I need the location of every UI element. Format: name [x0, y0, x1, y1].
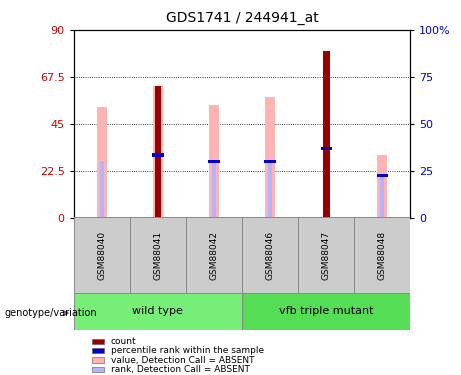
Bar — [74, 292, 242, 330]
Bar — [92, 367, 104, 372]
Bar — [242, 217, 298, 292]
Text: GSM88047: GSM88047 — [322, 230, 331, 280]
Bar — [268, 161, 272, 218]
Bar — [74, 217, 130, 292]
Bar — [154, 86, 161, 218]
Bar — [242, 292, 410, 330]
Text: GSM88040: GSM88040 — [97, 230, 106, 280]
Bar — [92, 357, 104, 363]
Bar — [186, 217, 242, 292]
Text: GSM88048: GSM88048 — [378, 230, 387, 280]
Bar — [298, 217, 354, 292]
Bar — [208, 160, 219, 163]
Text: genotype/variation: genotype/variation — [5, 308, 97, 318]
Bar — [152, 153, 164, 157]
Text: count: count — [111, 337, 136, 346]
Bar — [97, 107, 107, 218]
Title: GDS1741 / 244941_at: GDS1741 / 244941_at — [165, 11, 319, 25]
Bar — [377, 174, 388, 177]
Text: rank, Detection Call = ABSENT: rank, Detection Call = ABSENT — [111, 365, 249, 374]
Text: GSM88041: GSM88041 — [154, 230, 162, 280]
Text: wild type: wild type — [132, 306, 183, 316]
Bar — [380, 176, 384, 218]
Bar — [265, 97, 275, 218]
Bar — [92, 339, 104, 344]
Bar — [377, 155, 387, 218]
Text: GSM88046: GSM88046 — [266, 230, 275, 280]
Bar — [153, 86, 163, 218]
Text: value, Detection Call = ABSENT: value, Detection Call = ABSENT — [111, 356, 254, 364]
Bar — [92, 348, 104, 353]
Bar — [323, 51, 330, 217]
Bar — [354, 217, 410, 292]
Bar — [130, 217, 186, 292]
Text: percentile rank within the sample: percentile rank within the sample — [111, 346, 264, 355]
Bar — [209, 105, 219, 218]
Bar — [100, 161, 104, 218]
Bar — [156, 155, 160, 218]
Bar — [265, 160, 276, 163]
Bar — [320, 147, 332, 150]
Bar — [212, 161, 216, 218]
Text: vfb triple mutant: vfb triple mutant — [279, 306, 373, 316]
Text: GSM88042: GSM88042 — [209, 231, 219, 279]
